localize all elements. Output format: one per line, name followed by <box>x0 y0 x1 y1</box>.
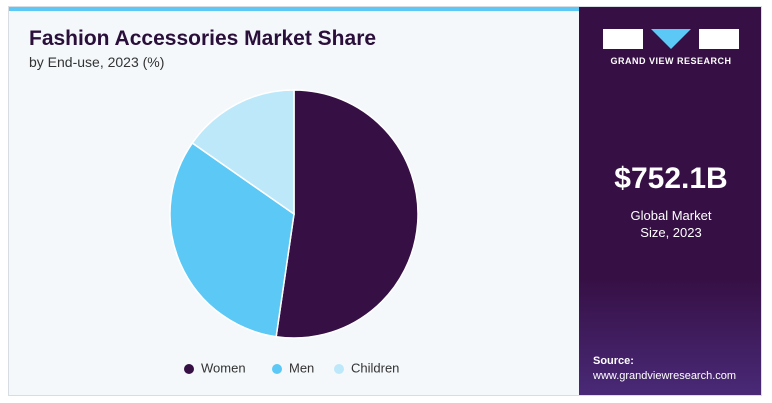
card: Fashion Accessories Market Share by End-… <box>8 6 762 396</box>
logo-block <box>699 29 739 49</box>
legend-swatch <box>272 364 282 374</box>
legend-label: Women <box>201 360 246 375</box>
legend-label: Children <box>351 360 399 375</box>
logo-block <box>603 29 643 49</box>
chart-title: Fashion Accessories Market Share <box>29 27 377 50</box>
market-size-label: Global Market Size, 2023 <box>630 208 712 240</box>
chart-subtitle: by End-use, 2023 (%) <box>29 54 165 70</box>
pie-slice <box>191 89 295 216</box>
logo-block <box>651 29 691 49</box>
pie-slice <box>169 141 295 338</box>
source-label: Source: <box>593 355 634 367</box>
accent-strip <box>9 7 579 11</box>
source-url: www.grandviewresearch.com <box>593 370 737 382</box>
legend-swatch <box>184 364 194 374</box>
market-size: $752.1B <box>614 162 728 195</box>
brand: GRAND VIEW RESEARCH <box>610 56 732 66</box>
legend-label: Men <box>289 360 314 375</box>
sidebar: GRAND VIEW RESEARCH $752.1B Global Marke… <box>579 7 761 395</box>
logo <box>603 29 739 49</box>
pie-slice <box>275 89 419 339</box>
chart: Women Men Children <box>169 89 419 375</box>
legend-swatch <box>334 364 344 374</box>
